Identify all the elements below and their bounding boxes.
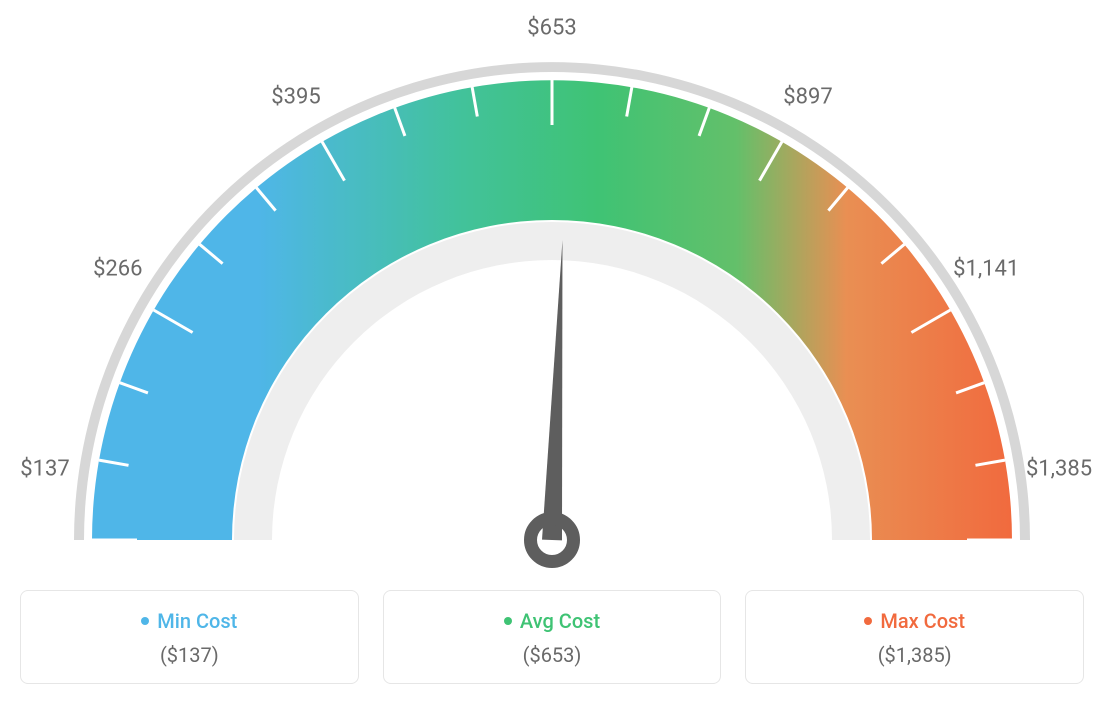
scale-label: $395 (271, 84, 320, 109)
scale-label: $897 (783, 84, 832, 109)
scale-label: $266 (93, 256, 142, 281)
legend-value-avg: ($653) (394, 643, 711, 667)
scale-label: $1,141 (953, 256, 1019, 281)
legend-row: Min Cost ($137) Avg Cost ($653) Max Cost… (20, 590, 1084, 684)
legend-label-avg: Avg Cost (520, 609, 600, 633)
legend-dot-avg (504, 617, 512, 625)
gauge-container: $137$266$395$653$897$1,141$1,385 (20, 20, 1084, 580)
scale-label: $653 (527, 16, 576, 41)
legend-title-min: Min Cost (141, 609, 237, 633)
gauge-svg (20, 20, 1084, 580)
legend-label-min: Min Cost (157, 609, 237, 633)
legend-dot-max (864, 617, 872, 625)
legend-card-avg: Avg Cost ($653) (383, 590, 722, 684)
legend-dot-min (141, 617, 149, 625)
legend-card-min: Min Cost ($137) (20, 590, 359, 684)
scale-label: $137 (20, 456, 69, 481)
legend-value-max: ($1,385) (756, 643, 1073, 667)
legend-title-max: Max Cost (864, 609, 965, 633)
legend-card-max: Max Cost ($1,385) (745, 590, 1084, 684)
legend-label-max: Max Cost (880, 609, 965, 633)
legend-value-min: ($137) (31, 643, 348, 667)
legend-title-avg: Avg Cost (504, 609, 600, 633)
scale-label: $1,385 (1026, 456, 1092, 481)
